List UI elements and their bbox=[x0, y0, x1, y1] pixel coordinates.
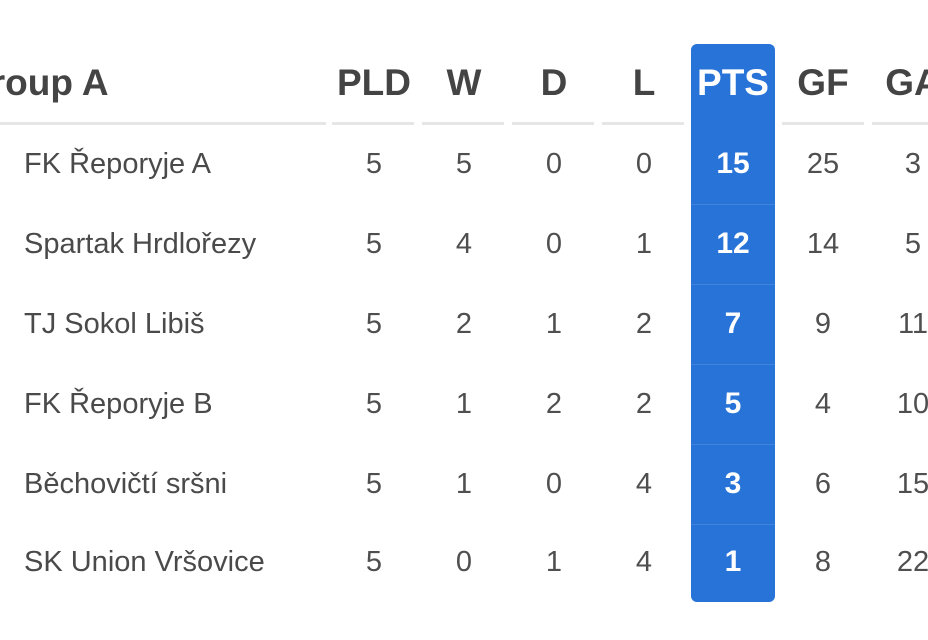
row-divider bbox=[691, 364, 775, 365]
column-header-draws[interactable]: D bbox=[540, 62, 568, 103]
table-row[interactable]: Spartak Hrdlořezy 5 4 0 1 12 14 5 bbox=[0, 204, 928, 284]
table-row[interactable]: FK Řeporyje A 5 5 0 0 15 25 3 bbox=[0, 124, 928, 204]
table-header: Group A PLD W D L PTS GF GA bbox=[0, 44, 928, 122]
losses-value: 1 bbox=[635, 228, 653, 260]
header-divider bbox=[332, 122, 414, 125]
goals-against-value: 10 bbox=[896, 388, 928, 420]
points-value: 3 bbox=[724, 467, 742, 500]
draws-value: 0 bbox=[545, 468, 563, 500]
header-divider bbox=[872, 122, 928, 125]
losses-value: 2 bbox=[635, 308, 653, 340]
wins-value: 1 bbox=[455, 388, 473, 420]
played-value: 5 bbox=[365, 228, 383, 260]
goals-against-value: 15 bbox=[896, 468, 928, 500]
goals-against-value: 5 bbox=[904, 228, 922, 260]
header-divider bbox=[691, 122, 775, 125]
row-divider bbox=[691, 284, 775, 285]
goals-against-value: 3 bbox=[904, 148, 922, 180]
wins-value: 0 bbox=[455, 546, 473, 578]
goals-for-value: 25 bbox=[806, 148, 840, 180]
column-header-wins[interactable]: W bbox=[446, 62, 482, 103]
draws-value: 0 bbox=[545, 228, 563, 260]
header-divider bbox=[602, 122, 684, 125]
wins-value: 5 bbox=[455, 148, 473, 180]
wins-value: 1 bbox=[455, 468, 473, 500]
team-name[interactable]: SK Union Vršovice bbox=[24, 546, 265, 578]
points-value: 7 bbox=[724, 307, 742, 340]
played-value: 5 bbox=[365, 546, 383, 578]
header-divider bbox=[0, 122, 326, 125]
table-row[interactable]: FK Řeporyje B 5 1 2 2 5 4 10 bbox=[0, 364, 928, 444]
goals-for-value: 9 bbox=[814, 308, 832, 340]
header-divider bbox=[782, 122, 864, 125]
points-value: 12 bbox=[716, 227, 750, 260]
wins-value: 4 bbox=[455, 228, 473, 260]
played-value: 5 bbox=[365, 468, 383, 500]
row-divider bbox=[691, 444, 775, 445]
points-value: 1 bbox=[724, 545, 742, 578]
row-divider bbox=[691, 524, 775, 525]
team-name[interactable]: Běchovičtí sršni bbox=[24, 468, 228, 500]
losses-value: 2 bbox=[635, 388, 653, 420]
goals-for-value: 14 bbox=[806, 228, 840, 260]
draws-value: 1 bbox=[545, 308, 563, 340]
goals-for-value: 4 bbox=[814, 388, 832, 420]
header-divider bbox=[422, 122, 504, 125]
losses-value: 4 bbox=[635, 468, 653, 500]
column-header-played[interactable]: PLD bbox=[337, 62, 411, 103]
played-value: 5 bbox=[365, 148, 383, 180]
played-value: 5 bbox=[365, 388, 383, 420]
points-value: 5 bbox=[724, 387, 742, 420]
table-row[interactable]: Běchovičtí sršni 5 1 0 4 3 6 15 bbox=[0, 444, 928, 524]
row-divider bbox=[691, 204, 775, 205]
header-divider bbox=[512, 122, 594, 125]
column-header-losses[interactable]: L bbox=[632, 62, 656, 103]
goals-against-value: 11 bbox=[897, 308, 928, 340]
goals-for-value: 8 bbox=[814, 546, 832, 578]
wins-value: 2 bbox=[455, 308, 473, 340]
table-row[interactable]: SK Union Vršovice 5 0 1 4 1 8 22 bbox=[0, 522, 928, 602]
losses-value: 0 bbox=[635, 148, 653, 180]
points-value: 15 bbox=[716, 147, 750, 180]
goals-for-value: 6 bbox=[814, 468, 832, 500]
points-column-highlight bbox=[691, 44, 775, 602]
team-name[interactable]: Spartak Hrdlořezy bbox=[24, 228, 257, 260]
played-value: 5 bbox=[365, 308, 383, 340]
column-header-points[interactable]: PTS bbox=[697, 62, 769, 103]
group-title: Group A bbox=[0, 62, 109, 103]
team-name[interactable]: FK Řeporyje B bbox=[24, 388, 213, 420]
team-name[interactable]: TJ Sokol Libiš bbox=[24, 308, 205, 340]
draws-value: 1 bbox=[545, 546, 563, 578]
team-name[interactable]: FK Řeporyje A bbox=[24, 148, 211, 180]
table-row[interactable]: TJ Sokol Libiš 5 2 1 2 7 9 11 bbox=[0, 284, 928, 364]
draws-value: 0 bbox=[545, 148, 563, 180]
column-header-goals-against[interactable]: GA bbox=[885, 62, 928, 103]
column-header-goals-for[interactable]: GF bbox=[797, 62, 849, 103]
losses-value: 4 bbox=[635, 546, 653, 578]
draws-value: 2 bbox=[545, 388, 563, 420]
goals-against-value: 22 bbox=[896, 546, 928, 578]
